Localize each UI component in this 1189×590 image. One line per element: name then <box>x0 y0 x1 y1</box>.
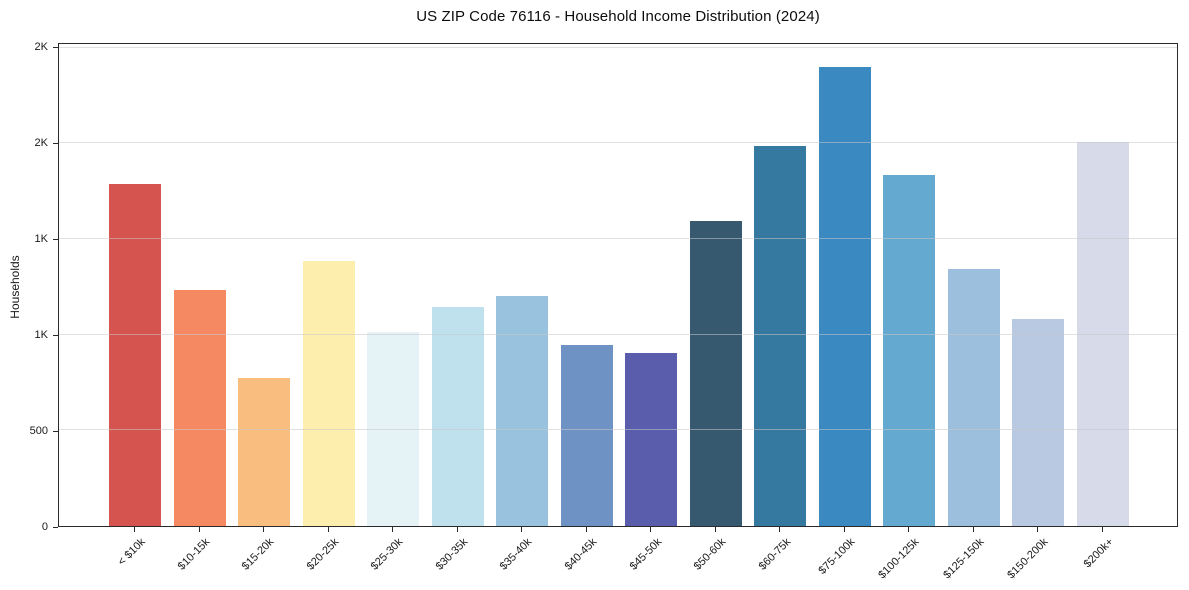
bar-$25-30k <box>367 332 420 526</box>
x-tick-mark <box>908 527 910 532</box>
y-tick-label: 2K <box>34 136 48 149</box>
x-tick-label: $20-25k <box>304 536 342 573</box>
bar-$35-40k <box>496 295 549 526</box>
x-tick-label: < $10k <box>115 536 148 569</box>
x-tick-mark <box>585 527 587 532</box>
y-tick-mark <box>53 430 58 432</box>
bar-$45-50k <box>625 353 678 526</box>
x-tick-label: $15-20k <box>239 536 277 573</box>
x-tick-mark <box>134 527 135 532</box>
bar-$50-60k <box>689 220 742 526</box>
y-tick-mark <box>53 334 58 336</box>
x-tick-mark <box>843 527 845 532</box>
x-tick-label: $100-125k <box>876 536 922 582</box>
x-tick-mark <box>1102 527 1103 532</box>
x-tick-label: $75-100k <box>816 536 858 577</box>
x-tick-mark <box>972 527 974 532</box>
y-tick-label: 0 <box>41 521 48 533</box>
bar-< $10k <box>109 184 161 526</box>
y-tick-label: 2K <box>34 40 48 53</box>
x-tick-mark <box>392 527 394 532</box>
x-tick-mark <box>198 527 200 532</box>
y-tick-mark <box>53 238 58 240</box>
bar-$125-150k <box>947 268 1000 526</box>
x-tick-label: $35-40k <box>498 536 535 573</box>
x-tick-mark <box>1037 527 1039 532</box>
y-tick-label: 1K <box>34 328 48 341</box>
x-tick-label: $30-35k <box>433 536 471 573</box>
x-tick-mark <box>456 527 458 532</box>
y-tick-mark <box>53 527 58 528</box>
gridline <box>59 142 1177 144</box>
y-tick-label: 1K <box>34 232 48 245</box>
bar-$150-200k <box>1012 318 1065 526</box>
bar-$40-45k <box>560 345 613 526</box>
gridline <box>59 46 1177 48</box>
y-tick-mark <box>53 142 58 144</box>
chart-title: US ZIP Code 76116 - Household Income Dis… <box>416 8 820 25</box>
x-tick-mark <box>650 527 652 532</box>
bar-$30-35k <box>431 307 484 526</box>
x-tick-mark <box>779 527 781 532</box>
bar-$60-75k <box>754 145 807 526</box>
bar-$75-100k <box>818 66 871 526</box>
plot-area <box>58 43 1178 527</box>
x-tick-label: $150-200k <box>1005 536 1051 582</box>
y-tick-mark <box>53 46 58 48</box>
bar-$20-25k <box>302 260 355 526</box>
x-tick-mark <box>521 527 523 532</box>
y-tick-label: 500 <box>29 424 48 437</box>
x-tick-label: $40-45k <box>562 536 600 573</box>
y-axis-label: Households <box>8 255 22 319</box>
bar-$15-20k <box>238 378 291 526</box>
x-tick-mark <box>263 527 265 532</box>
x-tick-label: $200k+ <box>1081 536 1116 571</box>
gridline <box>59 238 1177 240</box>
bar-$100-125k <box>883 174 936 526</box>
x-tick-label: $125-150k <box>941 536 987 582</box>
gridline <box>59 429 1177 431</box>
x-tick-mark <box>714 527 716 532</box>
gridline <box>59 333 1177 335</box>
x-tick-label: $25-30k <box>369 536 406 573</box>
x-tick-label: $60-75k <box>756 536 793 573</box>
x-tick-label: $45-50k <box>627 536 664 573</box>
bar-$10-15k <box>173 289 226 526</box>
x-tick-label: $50-60k <box>691 536 729 573</box>
x-tick-mark <box>327 527 329 532</box>
x-tick-label: $10-15k <box>175 536 213 573</box>
